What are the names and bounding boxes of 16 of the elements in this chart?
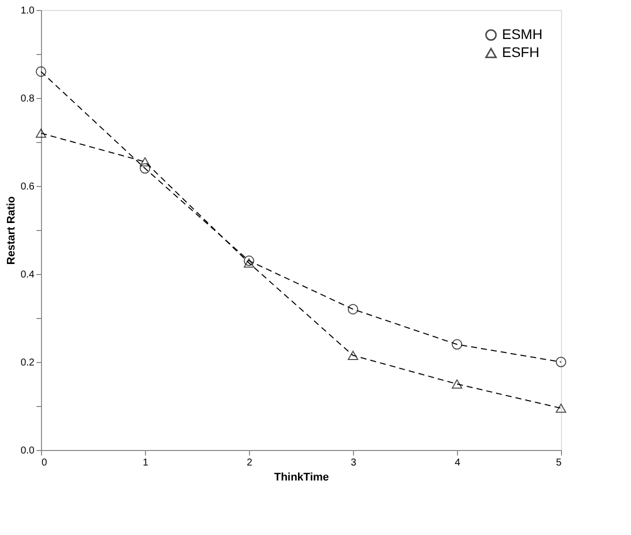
y-tick-label: 1.0 bbox=[20, 6, 35, 16]
legend-label: ESFH bbox=[502, 44, 540, 60]
x-tick-label: 1 bbox=[142, 458, 149, 468]
y-axis-title: Restart Ratio bbox=[6, 196, 18, 265]
y-tick-label: 0.8 bbox=[20, 94, 35, 104]
legend-label: ESMH bbox=[502, 26, 542, 42]
y-tick-label: 0.0 bbox=[20, 446, 35, 456]
x-tick-label: 4 bbox=[454, 458, 461, 468]
x-tick-label: 3 bbox=[350, 458, 357, 468]
y-tick-label: 0.6 bbox=[20, 182, 35, 192]
x-tick-label: 5 bbox=[556, 458, 562, 468]
x-tick-label: 2 bbox=[246, 458, 253, 468]
y-tick-label: 0.2 bbox=[20, 358, 35, 368]
x-tick-label: 0 bbox=[42, 458, 48, 468]
y-tick-label: 0.4 bbox=[20, 270, 35, 280]
x-axis-title: ThinkTime bbox=[274, 472, 329, 484]
